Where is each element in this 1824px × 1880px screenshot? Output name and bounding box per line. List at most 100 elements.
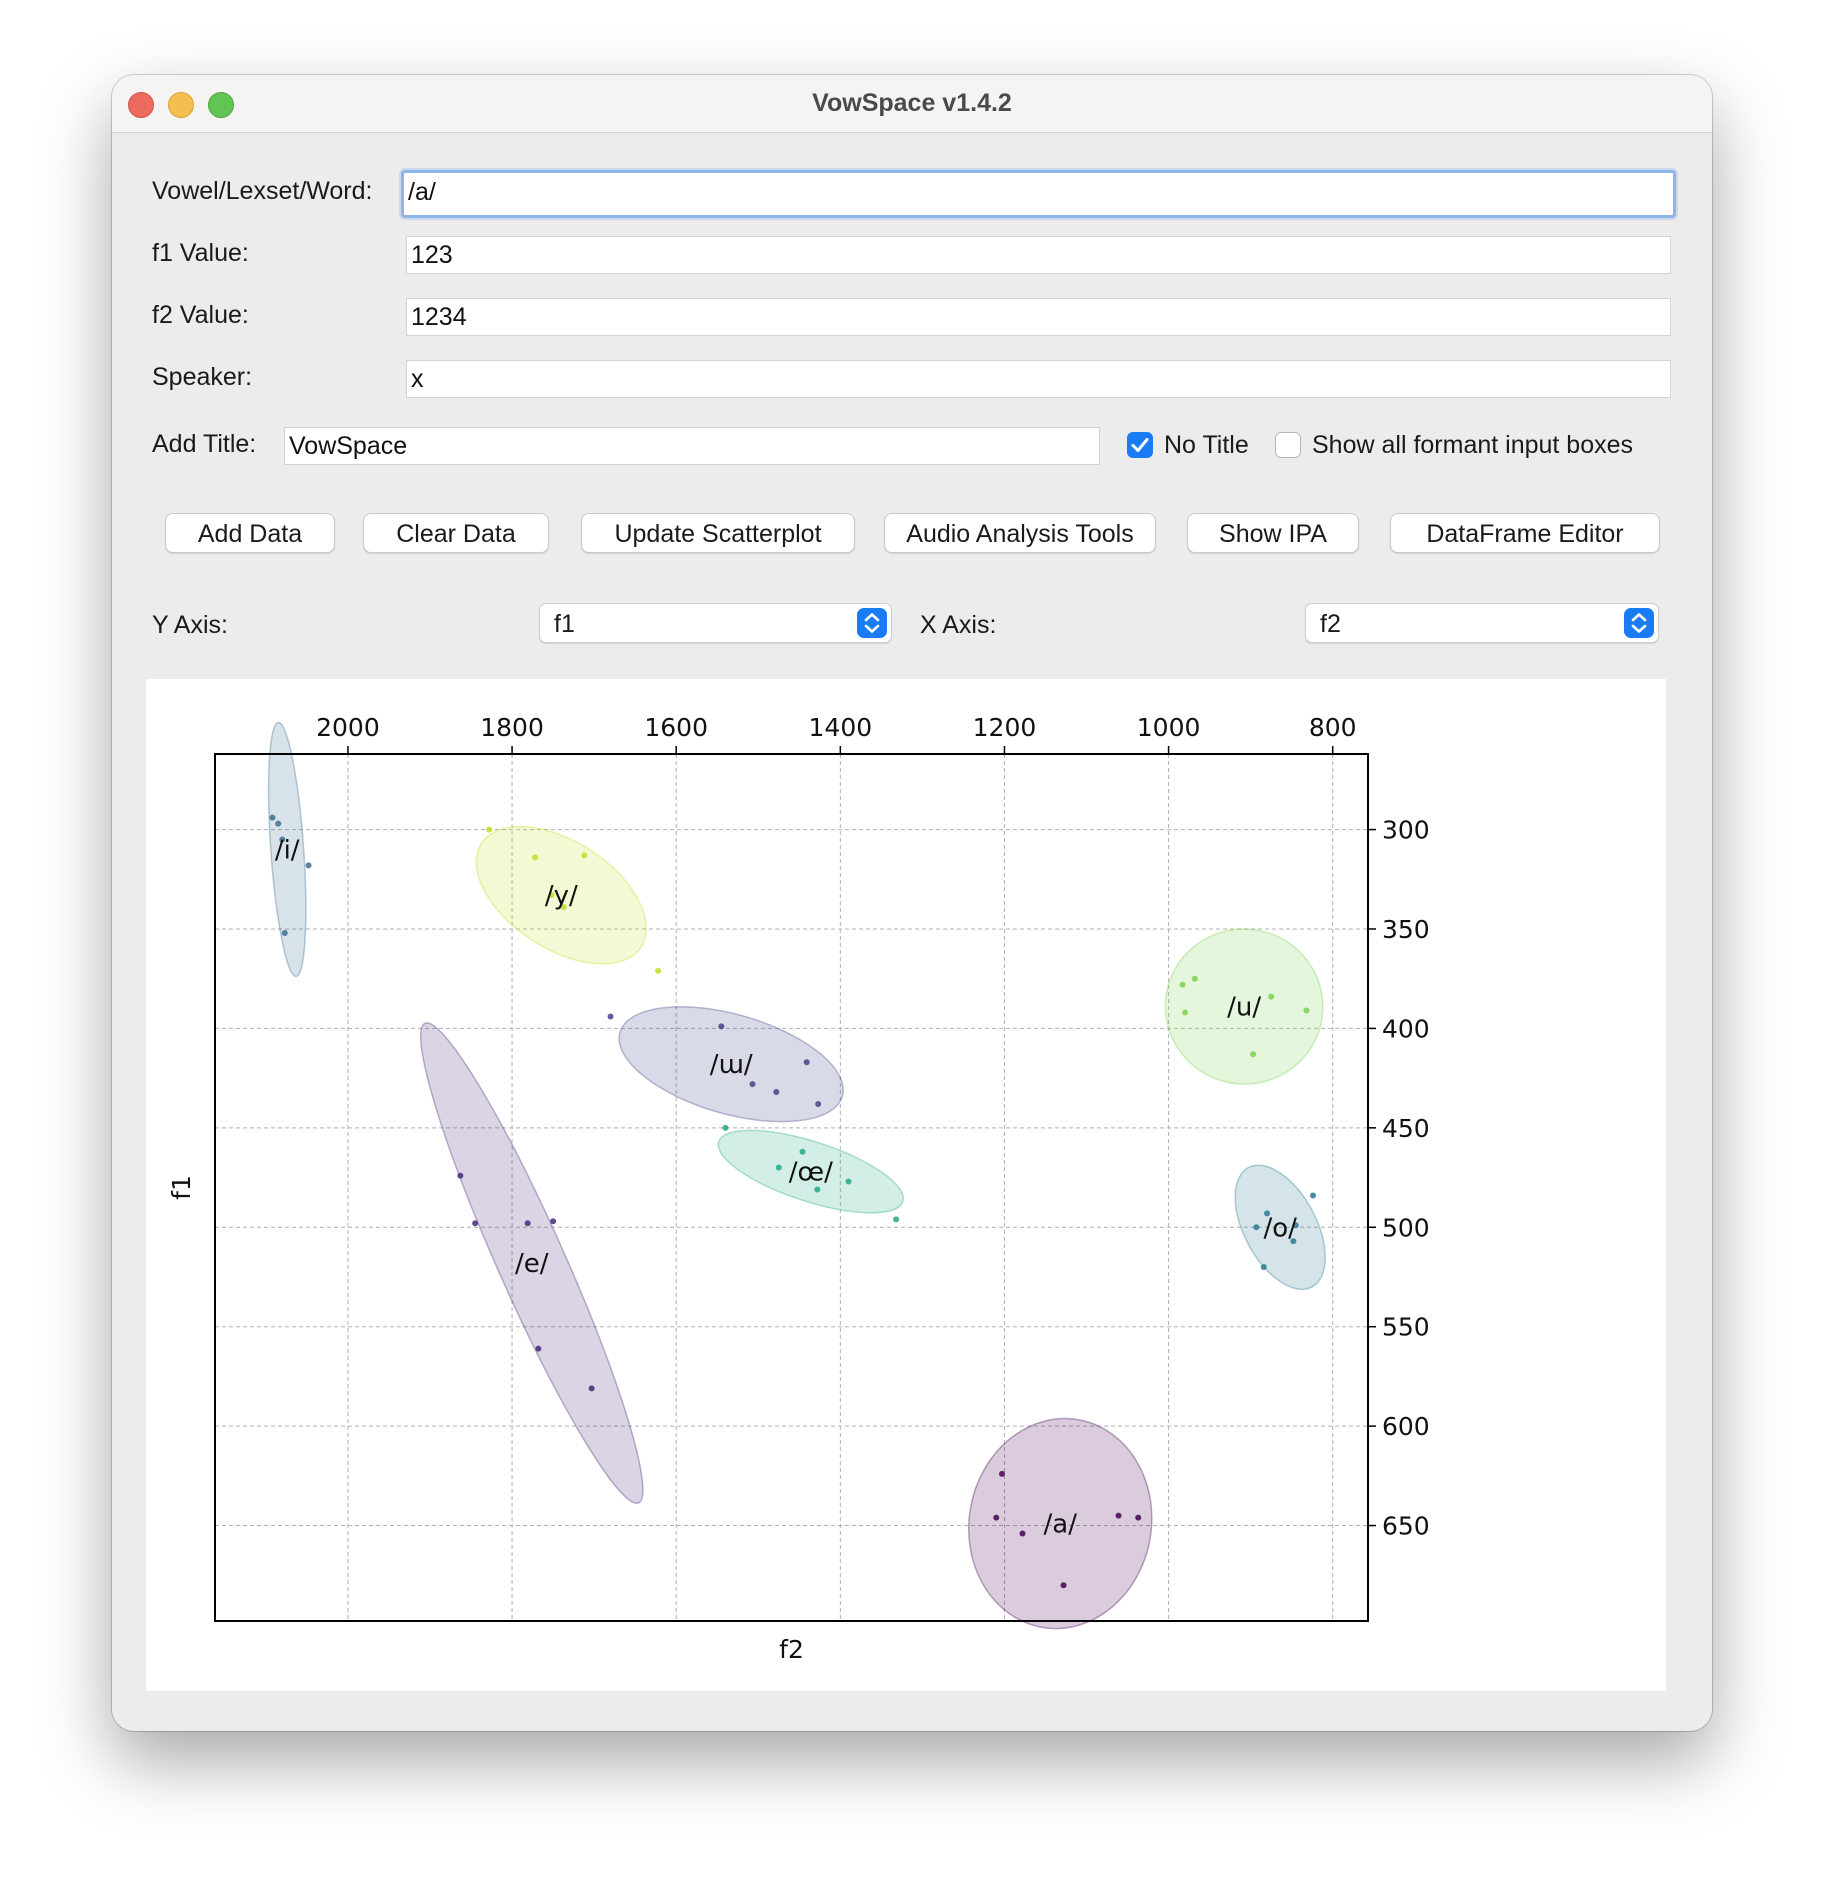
data-point bbox=[803, 1059, 810, 1066]
vowel-label: /i/ bbox=[275, 835, 300, 865]
x-tick-label: 1600 bbox=[644, 713, 708, 742]
data-point bbox=[773, 1089, 780, 1096]
vowel-label: /o/ bbox=[1263, 1213, 1297, 1243]
confidence-ellipse bbox=[475, 825, 648, 965]
scatterplot-canvas[interactable]: /i/ /y/ /u/ /ɯ/ /œ/ /o/ /e/ /a/2000 1800 1600 1400… bbox=[146, 679, 1666, 1691]
confidence-ellipse bbox=[618, 1006, 845, 1123]
show-ipa-button[interactable]: Show IPA bbox=[1187, 513, 1359, 553]
data-point bbox=[775, 1164, 782, 1171]
data-point bbox=[1268, 993, 1275, 1000]
confidence-ellipse bbox=[717, 1129, 905, 1214]
y-tick-label: 300 bbox=[1382, 816, 1430, 845]
title-input[interactable]: VowSpace bbox=[284, 427, 1100, 465]
data-point bbox=[486, 826, 493, 833]
close-window-button[interactable] bbox=[128, 92, 154, 118]
data-point bbox=[279, 836, 286, 843]
data-point bbox=[893, 1216, 900, 1223]
data-point bbox=[548, 892, 555, 899]
plot-frame bbox=[214, 753, 1369, 1622]
data-point bbox=[1181, 1009, 1188, 1016]
data-point bbox=[1060, 1582, 1067, 1589]
dataframe-editor-button[interactable]: DataFrame Editor bbox=[1390, 513, 1660, 553]
data-point bbox=[718, 1023, 725, 1030]
y-axis-select-value: f1 bbox=[554, 610, 575, 638]
speaker-label: Speaker: bbox=[152, 363, 253, 391]
vowel-label: /ɯ/ bbox=[710, 1050, 753, 1080]
data-point bbox=[1253, 1224, 1260, 1231]
title-label: Add Title: bbox=[152, 430, 257, 458]
x-axis-label: X Axis: bbox=[920, 611, 997, 639]
x-tick-label: 2000 bbox=[316, 713, 380, 742]
vowel-input[interactable]: /a/ bbox=[401, 170, 1676, 218]
y-tick-label: 500 bbox=[1382, 1213, 1430, 1242]
data-point bbox=[1115, 1512, 1122, 1519]
data-point bbox=[581, 852, 588, 859]
y-tick-label: 450 bbox=[1382, 1114, 1430, 1143]
clear-data-button[interactable]: Clear Data bbox=[363, 513, 549, 553]
y-tick-label: 350 bbox=[1382, 915, 1430, 944]
confidence-ellipse bbox=[419, 1022, 644, 1504]
data-point bbox=[1303, 1007, 1310, 1014]
data-point bbox=[1191, 975, 1198, 982]
app-window: VowSpace v1.4.2 Vowel/Lexset/Word: /a/ f… bbox=[112, 75, 1712, 1731]
show-all-formants-label: Show all formant input boxes bbox=[1312, 431, 1634, 459]
vowel-label: /y/ bbox=[545, 881, 578, 911]
data-point bbox=[275, 820, 282, 827]
data-point bbox=[845, 1178, 852, 1185]
data-point bbox=[535, 1345, 542, 1352]
y-tick-label: 550 bbox=[1382, 1313, 1430, 1342]
f1-input[interactable]: 123 bbox=[406, 236, 1671, 274]
x-axis-title: f2 bbox=[779, 1635, 804, 1664]
zoom-window-button[interactable] bbox=[208, 92, 234, 118]
data-point bbox=[722, 1124, 729, 1131]
data-point bbox=[749, 1081, 756, 1088]
y-tick-label: 400 bbox=[1382, 1014, 1430, 1043]
f2-input[interactable]: 1234 bbox=[406, 298, 1671, 336]
data-point bbox=[532, 854, 539, 861]
show-all-formants-checkbox[interactable] bbox=[1275, 432, 1301, 458]
audio-analysis-tools-button[interactable]: Audio Analysis Tools bbox=[884, 513, 1156, 553]
x-tick-label: 1400 bbox=[809, 713, 873, 742]
data-point bbox=[1264, 1210, 1271, 1217]
data-point bbox=[269, 814, 276, 821]
x-axis-select[interactable]: f2 bbox=[1305, 603, 1659, 643]
data-point bbox=[1292, 1222, 1299, 1229]
y-axis-select[interactable]: f1 bbox=[539, 603, 892, 643]
y-tick-label: 600 bbox=[1382, 1412, 1430, 1441]
x-tick-label: 1200 bbox=[973, 713, 1037, 742]
no-title-checkbox[interactable] bbox=[1127, 432, 1153, 458]
vowel-label: /a/ bbox=[1044, 1510, 1078, 1540]
data-point bbox=[993, 1514, 1000, 1521]
y-axis-label: Y Axis: bbox=[152, 611, 228, 639]
data-point bbox=[1290, 1238, 1297, 1245]
data-point bbox=[814, 1186, 821, 1193]
minimize-window-button[interactable] bbox=[168, 92, 194, 118]
y-axis-title: f1 bbox=[167, 1175, 196, 1200]
confidence-ellipse bbox=[1164, 928, 1324, 1085]
x-tick-label: 1800 bbox=[480, 713, 544, 742]
data-point bbox=[1179, 981, 1186, 988]
window-title: VowSpace v1.4.2 bbox=[812, 89, 1012, 117]
chevron-up-down-icon bbox=[1624, 608, 1654, 638]
confidence-ellipse bbox=[1234, 1164, 1326, 1291]
update-scatterplot-button[interactable]: Update Scatterplot bbox=[581, 513, 855, 553]
data-point bbox=[1135, 1514, 1142, 1521]
data-point bbox=[550, 1218, 557, 1225]
speaker-input[interactable]: x bbox=[406, 360, 1671, 398]
data-point bbox=[457, 1172, 464, 1179]
data-point bbox=[1310, 1192, 1317, 1199]
checkmark-icon bbox=[1131, 438, 1149, 452]
vowel-scatterplot: /i/ /y/ /u/ /ɯ/ /œ/ /o/ /e/ /a/2000 1800 1600 1400… bbox=[167, 713, 1430, 1664]
f2-label: f2 Value: bbox=[152, 301, 249, 329]
data-point bbox=[799, 1148, 806, 1155]
data-point bbox=[305, 862, 312, 869]
data-point bbox=[655, 967, 662, 974]
data-point bbox=[1260, 1264, 1267, 1271]
vowel-label: /e/ bbox=[515, 1249, 549, 1279]
data-point bbox=[281, 929, 288, 936]
data-point bbox=[524, 1220, 531, 1227]
data-point bbox=[1019, 1530, 1026, 1537]
data-point bbox=[607, 1013, 614, 1020]
add-data-button[interactable]: Add Data bbox=[165, 513, 335, 553]
x-tick-label: 1000 bbox=[1137, 713, 1201, 742]
